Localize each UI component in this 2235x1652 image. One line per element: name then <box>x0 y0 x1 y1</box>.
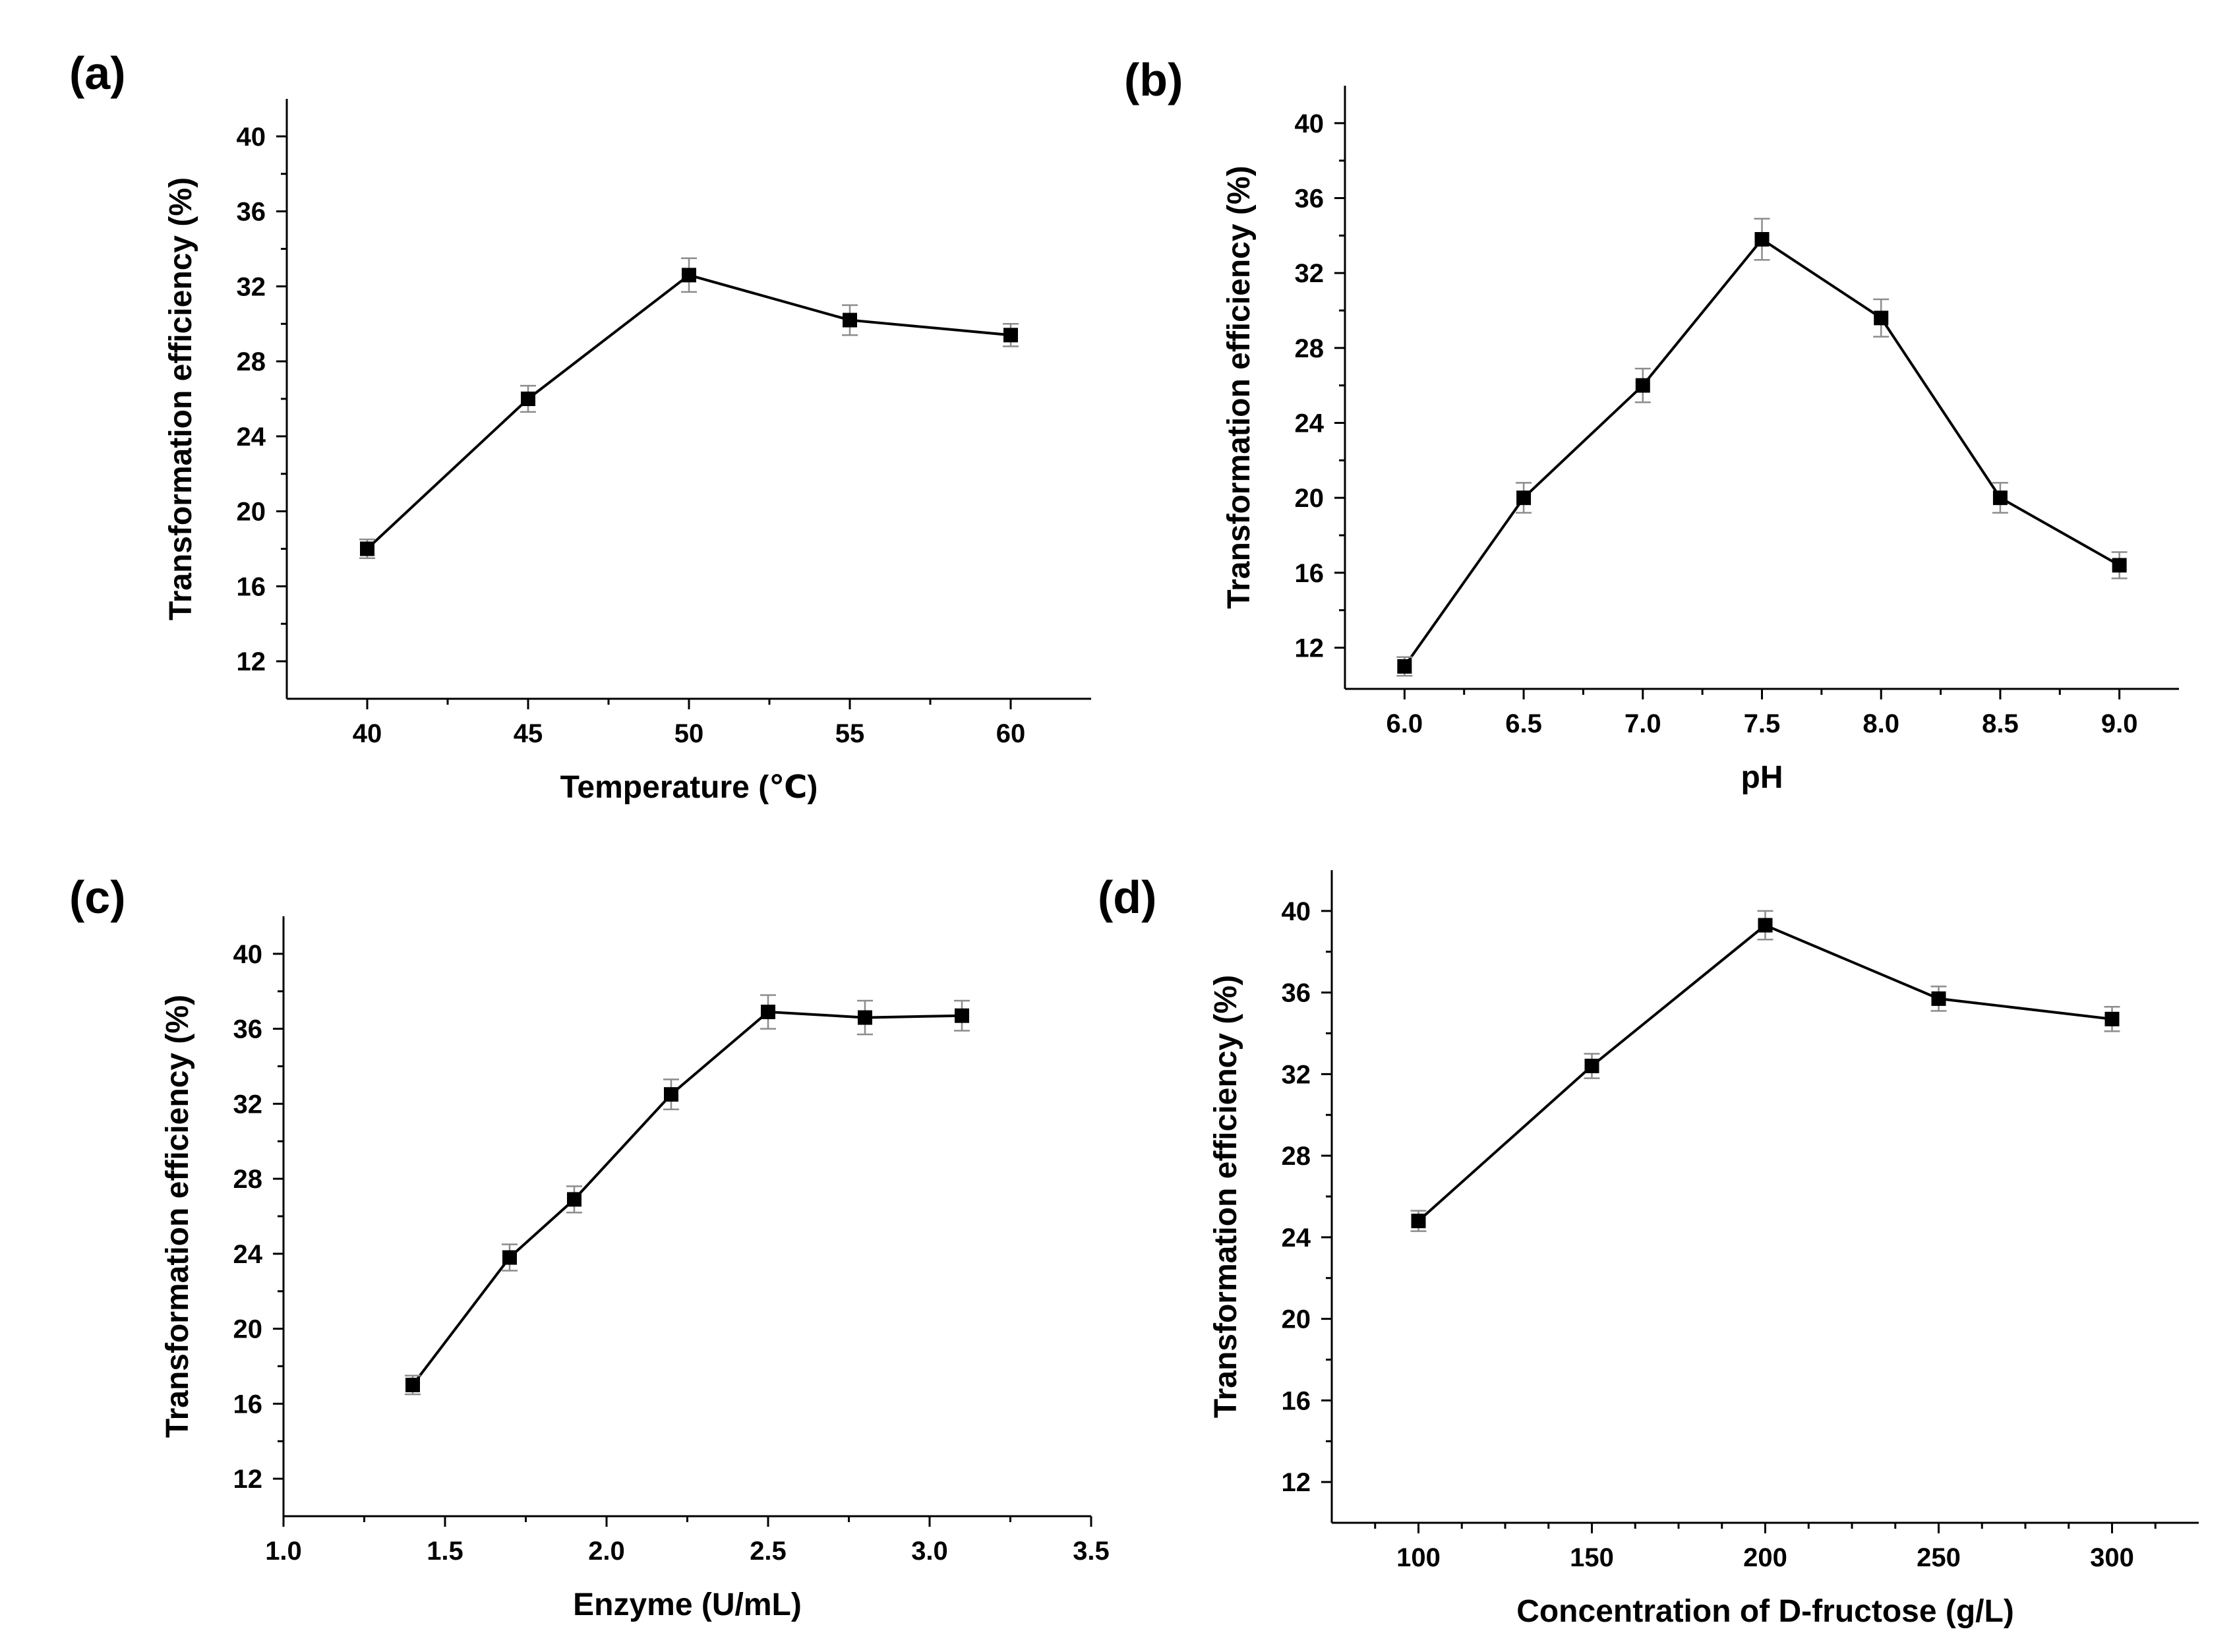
panel-b-x-tick-label: 7.5 <box>1744 709 1781 738</box>
panel-b-x-tick-label: 6.0 <box>1386 709 1423 738</box>
panel-a-x-tick-label: 45 <box>514 719 543 748</box>
panel-d-data-point <box>1758 918 1773 933</box>
panel-c-y-tick-label: 16 <box>233 1390 263 1419</box>
panel-c-x-tick-label: 2.0 <box>588 1537 625 1566</box>
panel-c-x-tick-label: 2.5 <box>750 1537 787 1566</box>
panel-d-x-tick-label: 300 <box>2090 1543 2134 1572</box>
chart-panel-a: (a) 12 16 20 24 28 32 36 40 40 45 50 55 60 Temperatur… <box>69 47 1091 805</box>
chart-panel-b: (b) 12 16 20 24 28 32 36 40 6.0 6.5 7.0 7.5 8.0 8.5 9.… <box>1124 54 2179 795</box>
panel-b-y-tick-label: 24 <box>1295 409 1325 438</box>
panel-c-y-tick-label: 20 <box>233 1315 263 1344</box>
panel-d-y-tick-label: 40 <box>1282 897 1311 926</box>
panel-c-x-tick-label: 3.5 <box>1073 1537 1110 1566</box>
panel-b-y-tick-label: 36 <box>1295 184 1325 213</box>
panel-c-data-point <box>955 1008 969 1023</box>
panel-label-c: (c) <box>69 871 126 923</box>
panel-c-y-tick-label: 32 <box>233 1090 263 1119</box>
panel-b-x-tick-label: 8.5 <box>1982 709 2019 738</box>
panel-a-y-tick-label: 36 <box>237 198 266 227</box>
panel-c-data-point <box>664 1087 678 1102</box>
panel-d-y-tick-label: 32 <box>1282 1060 1311 1089</box>
panel-a-x-tick-label: 50 <box>674 719 704 748</box>
panel-b-x-tick-label: 6.5 <box>1505 709 1542 738</box>
panel-d-y-axis-title: Transformation efficiency (%) <box>1208 975 1243 1418</box>
panel-d-data-point <box>1584 1059 1599 1073</box>
panel-b-y-tick-label: 20 <box>1295 484 1325 513</box>
panel-a-x-axis-title: Temperature (℃) <box>560 770 818 805</box>
panel-c-x-tick-label: 1.0 <box>265 1537 302 1566</box>
panel-b-y-tick-label: 12 <box>1295 634 1325 663</box>
panel-a-y-axis-title: Transformation efficiency (%) <box>164 177 198 620</box>
panel-a-y-tick-label: 20 <box>237 498 266 527</box>
panel-b-y-tick-label: 28 <box>1295 334 1325 363</box>
panel-b-y-axis-title: Transformation efficiency (%) <box>1222 165 1257 608</box>
panel-b-data-point <box>2112 558 2127 573</box>
panel-d-data-point <box>1411 1214 1426 1229</box>
panel-a-y-tick-label: 12 <box>237 647 266 676</box>
panel-a-data-point <box>1003 328 1018 343</box>
panel-a-y-tick-label: 28 <box>237 347 266 376</box>
panel-d-x-tick-label: 100 <box>1396 1543 1441 1572</box>
chart-panel-d: (d) 12 16 20 24 28 32 36 40 100 150 200 250 300 Conce… <box>1098 870 2199 1629</box>
panel-b-data-point <box>1635 378 1650 393</box>
panel-a-x-tick-label: 55 <box>835 719 865 748</box>
panel-d-data-point <box>1931 991 1946 1006</box>
panel-b-x-tick-label: 8.0 <box>1862 709 1899 738</box>
panel-c-data-point <box>405 1377 420 1392</box>
panel-d-y-tick-label: 36 <box>1282 979 1311 1008</box>
panel-a-data-point <box>360 541 374 556</box>
panel-a-y-tick-label: 16 <box>237 572 266 601</box>
panel-a-x-tick-label: 40 <box>353 719 382 748</box>
panel-a-data-point <box>682 268 696 283</box>
panel-d-data-point <box>2104 1011 2120 1026</box>
panel-b-data-point <box>1754 232 1770 247</box>
panel-d-x-tick-label: 150 <box>1570 1543 1614 1572</box>
panel-c-data-point <box>761 1005 775 1020</box>
panel-d-y-tick-label: 16 <box>1282 1386 1311 1415</box>
panel-label-d: (d) <box>1098 871 1156 923</box>
panel-c-x-axis-title: Enzyme (U/mL) <box>573 1587 802 1622</box>
panel-label-a: (a) <box>69 47 126 99</box>
panel-d-y-tick-label: 12 <box>1282 1468 1311 1497</box>
panel-c-x-tick-label: 1.5 <box>427 1537 463 1566</box>
panel-d-x-tick-label: 250 <box>1917 1543 1961 1572</box>
panel-d-y-tick-label: 28 <box>1282 1142 1311 1171</box>
panel-a-y-tick-label: 40 <box>237 123 266 152</box>
panel-a-y-tick-label: 32 <box>237 272 266 301</box>
panel-d-x-axis-title: Concentration of D-fructose (g/L) <box>1516 1594 2014 1629</box>
panel-d-x-tick-label: 200 <box>1743 1543 1787 1572</box>
panel-b-data-point <box>1397 659 1412 674</box>
panel-c-y-tick-label: 12 <box>233 1465 263 1494</box>
panel-d-y-tick-label: 24 <box>1282 1224 1311 1253</box>
panel-a-data-point <box>843 312 857 328</box>
panel-c-data-point <box>858 1010 872 1025</box>
panel-c-x-tick-label: 3.0 <box>911 1537 948 1566</box>
panel-c-y-tick-label: 36 <box>233 1015 263 1044</box>
panel-b-y-tick-label: 40 <box>1295 109 1325 138</box>
panel-a-y-tick-label: 24 <box>237 423 266 452</box>
panel-c-y-tick-label: 40 <box>233 940 263 969</box>
panel-d-y-tick-label: 20 <box>1282 1305 1311 1334</box>
panel-a-data-point <box>521 392 535 406</box>
panel-c-y-tick-label: 24 <box>233 1240 263 1269</box>
panel-c-y-axis-title: Transformation efficiency (%) <box>160 995 195 1438</box>
panel-b-x-tick-label: 7.0 <box>1624 709 1661 738</box>
chart-panel-c: (c) 12 16 20 24 28 32 36 40 1.0 1.5 2.0 2.5 3.0 3.5 En… <box>69 871 1110 1622</box>
panel-b-y-tick-label: 32 <box>1295 259 1325 288</box>
panel-c-y-tick-label: 28 <box>233 1165 263 1194</box>
panel-b-data-point <box>1516 490 1532 506</box>
panel-b-data-point <box>1992 490 2008 506</box>
panel-b-data-point <box>1874 310 1889 326</box>
panel-label-b: (b) <box>1124 54 1183 105</box>
panel-c-data-point <box>567 1192 581 1207</box>
panel-a-x-tick-label: 60 <box>996 719 1026 748</box>
panel-b-y-tick-label: 16 <box>1295 559 1325 588</box>
panel-b-x-axis-title: pH <box>1741 760 1783 795</box>
panel-c-data-point <box>502 1250 517 1265</box>
panel-b-x-tick-label: 9.0 <box>2101 709 2138 738</box>
